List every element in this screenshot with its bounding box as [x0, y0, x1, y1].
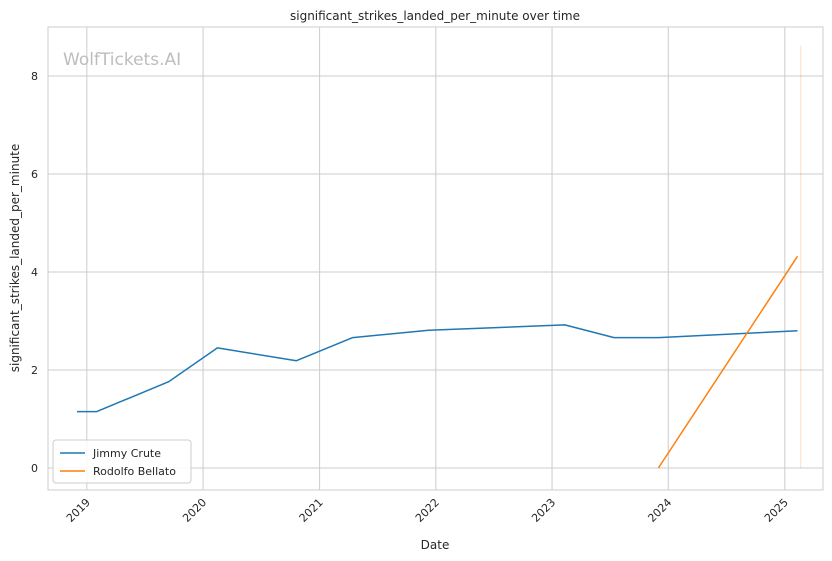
y-tick-label: 0	[31, 462, 38, 475]
x-tick-label: 2019	[64, 496, 93, 525]
grid-lines	[48, 27, 823, 490]
chart-title: significant_strikes_landed_per_minute ov…	[290, 9, 580, 23]
legend: Jimmy Crute Rodolfo Bellato	[52, 439, 192, 484]
x-tick-label: 2024	[645, 496, 674, 525]
legend-label-rodolfo-bellato: Rodolfo Bellato	[93, 465, 176, 478]
y-tick-label: 8	[31, 70, 38, 83]
series-line-rodolfo-bellato	[657, 255, 799, 469]
series-lines	[77, 255, 799, 469]
x-tick-label: 2021	[297, 496, 326, 525]
legend-box	[52, 439, 192, 484]
y-tick-label: 2	[31, 364, 38, 377]
x-tick-label: 2023	[529, 496, 558, 525]
x-tick-label: 2022	[413, 496, 442, 525]
y-tick-label: 4	[31, 266, 38, 279]
y-axis-title: significant_strikes_landed_per_minute	[8, 144, 22, 373]
legend-label-jimmy-crute: Jimmy Crute	[92, 447, 161, 460]
x-tick-label: 2020	[180, 496, 209, 525]
x-tick-label: 2025	[762, 496, 791, 525]
series-line-jimmy-crute	[77, 324, 798, 413]
y-tick-labels: 0 2 4 6 8	[31, 70, 38, 475]
watermark: WolfTickets.AI	[63, 50, 181, 70]
x-tick-labels: 2019 2020 2021 2022 2023 2024 2025	[64, 496, 791, 525]
y-tick-label: 6	[31, 168, 38, 181]
x-axis-title: Date	[421, 538, 450, 552]
